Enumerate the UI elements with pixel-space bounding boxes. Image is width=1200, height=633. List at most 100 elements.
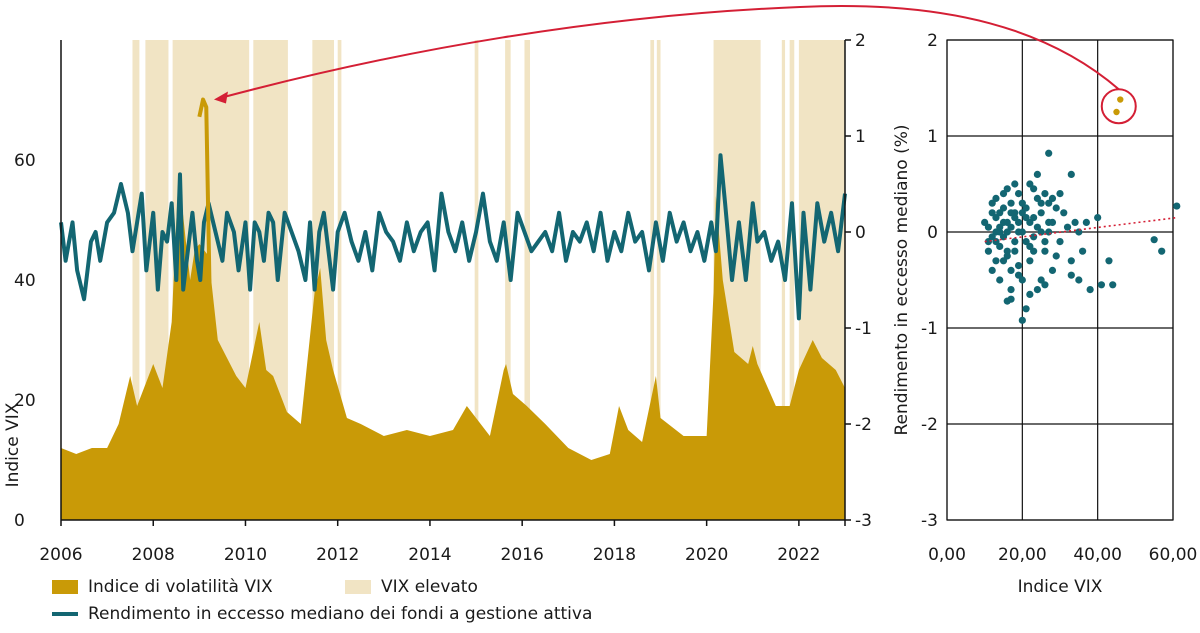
scatter-point — [1003, 218, 1011, 226]
scatter-point — [1056, 190, 1064, 198]
scatter-x-tick-label: 20,00 — [998, 545, 1047, 565]
scatter-point — [1045, 149, 1053, 157]
scatter-point — [1003, 185, 1011, 193]
excess-tick-label: 2 — [855, 31, 866, 51]
scatter-x-axis-title: Indice VIX — [1018, 577, 1103, 597]
scatter-point — [996, 223, 1004, 231]
scatter-point — [1007, 209, 1015, 217]
high-vix-band — [656, 40, 661, 520]
vix-tick-label: 0 — [14, 511, 25, 531]
high-vix-band — [789, 40, 795, 520]
scatter-point — [1018, 316, 1026, 324]
scatter-point — [1071, 218, 1079, 226]
x-tick-label: 2008 — [132, 545, 175, 565]
x-tick-label: 2016 — [501, 545, 544, 565]
scatter-point — [1052, 252, 1060, 260]
scatter-point — [1007, 286, 1015, 294]
scatter-chart: 0,00 20,00 40,00 60,00 2 1 0 -1 -2 -3 Rendimento … — [892, 31, 1197, 597]
scatter-y-axis-title: Rendimento in eccesso mediano (%) — [892, 124, 912, 435]
vix-area — [61, 172, 845, 520]
high-vix-band — [524, 40, 531, 520]
legend-vix: Indice di volatilità VIX — [52, 577, 273, 597]
scatter-point — [1079, 247, 1087, 255]
x-tick-label: 2018 — [593, 545, 636, 565]
scatter-point — [1011, 180, 1019, 188]
scatter-point — [1075, 228, 1083, 236]
scatter-point — [1026, 242, 1034, 250]
scatter-x-tick-label: 40,00 — [1073, 545, 1122, 565]
scatter-point — [1060, 209, 1068, 217]
scatter-point — [1041, 247, 1049, 255]
scatter-point — [1158, 247, 1166, 255]
scatter-frame — [946, 39, 1174, 521]
scatter-point — [1018, 228, 1026, 236]
scatter-point — [1094, 214, 1102, 222]
scatter-point — [1041, 238, 1049, 246]
highlight-spike-line — [197, 97, 212, 285]
excess-tick-label: -1 — [855, 319, 872, 339]
vix-tick-label: 40 — [14, 271, 36, 291]
scatter-point — [1011, 247, 1019, 255]
scatter-point — [1022, 305, 1030, 313]
scatter-y-tick-label: 1 — [927, 127, 938, 147]
scatter-point — [1014, 262, 1023, 270]
scatter-point — [1007, 199, 1015, 207]
scatter-point — [1037, 199, 1045, 207]
scatter-x-tick-label: 60,00 — [1149, 545, 1198, 565]
highlight-circle — [1100, 88, 1137, 125]
legend-vix-swatch — [52, 580, 78, 594]
scatter-tick-labels: 0,00 20,00 40,00 60,00 2 1 0 -1 -2 -3 — [921, 31, 1197, 565]
excess-return-line — [59, 153, 847, 321]
scatter-grid — [946, 39, 1174, 521]
legend-vix-label: Indice di volatilità VIX — [88, 577, 273, 597]
scatter-point — [1048, 218, 1057, 226]
legend-excess-label: Rendimento in eccesso mediano dei fondi … — [88, 604, 593, 624]
scatter-point — [1026, 290, 1034, 298]
scatter-point — [1150, 236, 1158, 244]
scatter-point — [996, 276, 1004, 284]
scatter-point — [1067, 271, 1075, 279]
vix-tick-label: 60 — [14, 151, 36, 171]
x-tick-label: 2014 — [408, 545, 451, 565]
scatter-point — [1105, 257, 1113, 265]
scatter-point — [1048, 194, 1057, 202]
legend-excess: Rendimento in eccesso mediano dei fondi … — [52, 604, 592, 624]
scatter-point — [1063, 223, 1072, 231]
scatter-point — [1082, 218, 1090, 226]
scatter-point — [1067, 170, 1075, 178]
scatter-highlight-point — [1117, 96, 1124, 103]
scatter-point — [1041, 190, 1049, 198]
scatter-point — [1052, 204, 1060, 212]
scatter-point — [1075, 276, 1083, 284]
scatter-point — [1007, 295, 1015, 303]
scatter-point — [984, 223, 993, 231]
scatter-y-tick-label: -2 — [921, 415, 938, 435]
legend-high-vix-label: VIX elevato — [381, 577, 478, 597]
scatter-point — [1007, 266, 1015, 274]
scatter-point — [992, 238, 1000, 246]
annotation-arrow — [213, 5, 1137, 125]
scatter-point — [1030, 185, 1038, 193]
legend-high-vix: VIX elevato — [345, 577, 478, 597]
x-tick-labels: 2006 2008 2010 2012 2014 2016 2018 2020 2022 — [39, 520, 846, 565]
scatter-point — [984, 247, 993, 255]
scatter-point — [1022, 204, 1030, 212]
annotation-curve — [221, 5, 1120, 99]
scatter-point — [992, 257, 1000, 265]
x-tick-label: 2012 — [316, 545, 359, 565]
scatter-point — [1048, 266, 1057, 274]
legend-excess-swatch — [52, 612, 78, 616]
scatter-point — [1011, 238, 1019, 246]
high-vix-band — [474, 40, 479, 520]
x-tick-label: 2020 — [685, 545, 728, 565]
scatter-point — [1109, 281, 1117, 289]
vix-tick-label: 20 — [14, 391, 36, 411]
high-vix-band — [505, 40, 511, 520]
high-vix-band — [337, 40, 342, 520]
scatter-point — [1014, 218, 1023, 226]
excess-tick-label: 0 — [855, 223, 866, 243]
scatter-point — [1022, 214, 1030, 222]
scatter-trend-line — [984, 216, 1177, 243]
vix-area-layer — [61, 172, 845, 520]
